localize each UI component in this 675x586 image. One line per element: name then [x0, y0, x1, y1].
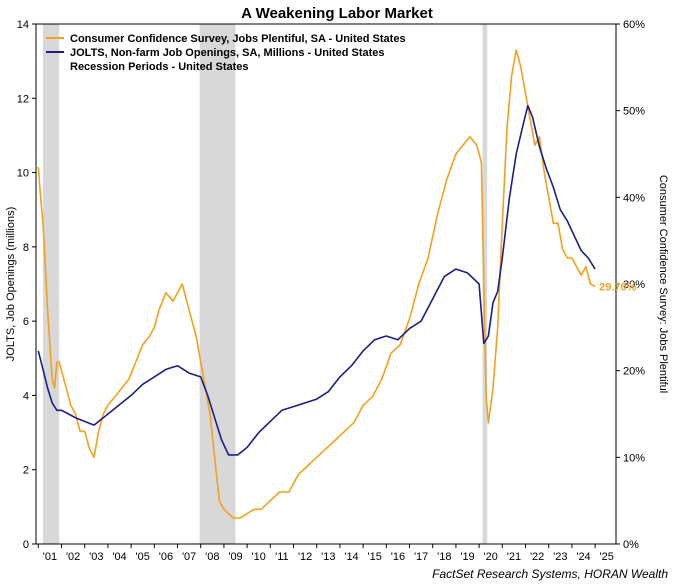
left-tick-label-1: 2 — [23, 465, 29, 477]
series-lines — [37, 49, 596, 519]
series-line-1 — [37, 104, 596, 456]
x-tick-label-20: '21 — [507, 551, 521, 563]
x-axis-ticks: '01 '02 '03 '04 '05 '06 '07 '08 '09 '10 '11 '12 '13 '… — [37, 544, 614, 563]
x-tick-label-0: '01 — [43, 551, 57, 563]
x-tick-label-2: '03 — [89, 551, 103, 563]
x-tick-label-22: '23 — [553, 551, 567, 563]
left-tick-label-6: 12 — [17, 93, 29, 105]
x-tick-label-17: '18 — [437, 551, 451, 563]
series-line-0 — [37, 49, 596, 519]
x-tick-label-21: '22 — [530, 551, 544, 563]
x-tick-label-4: '05 — [136, 551, 150, 563]
x-tick-label-13: '14 — [344, 551, 358, 563]
right-tick-label-3: 30% — [623, 279, 645, 291]
legend-swatch-recession — [51, 61, 59, 71]
x-tick-label-16: '17 — [414, 551, 428, 563]
legend-label-recession: Recession Periods - United States — [70, 61, 249, 73]
x-tick-label-18: '19 — [460, 551, 474, 563]
right-tick-label-1: 10% — [623, 452, 645, 464]
legend-label-jolts: JOLTS, Non-farm Job Openings, SA, Millio… — [70, 47, 385, 59]
latest-value-label: 29.70% — [599, 282, 637, 294]
x-tick-label-12: '13 — [321, 551, 335, 563]
left-tick-label-3: 6 — [23, 316, 29, 328]
right-axis-label: Consumer Confidence Survey: Jobs Plentif… — [657, 175, 669, 393]
legend-label-confidence: Consumer Confidence Survey, Jobs Plentif… — [70, 33, 406, 45]
x-tick-label-5: '06 — [159, 551, 173, 563]
x-tick-label-23: '24 — [576, 551, 590, 563]
left-tick-label-4: 8 — [23, 242, 29, 254]
left-axis-ticks: 0 2 4 6 8 10 12 14 — [17, 19, 36, 551]
x-tick-label-24: '25 — [600, 551, 614, 563]
right-tick-label-2: 20% — [623, 366, 645, 378]
x-tick-label-19: '20 — [484, 551, 498, 563]
right-tick-label-6: 60% — [623, 19, 645, 31]
right-axis-ticks: 0% 10% 20% 30% 40% 50% 60% — [616, 19, 645, 551]
x-tick-label-8: '09 — [228, 551, 242, 563]
chart-title: A Weakening Labor Market — [241, 5, 433, 22]
recession-band-2 — [482, 24, 488, 544]
left-tick-label-7: 14 — [17, 19, 29, 31]
x-tick-label-7: '08 — [205, 551, 219, 563]
x-tick-label-3: '04 — [112, 551, 126, 563]
x-tick-label-10: '11 — [275, 551, 289, 563]
recession-band-0 — [42, 24, 60, 544]
left-tick-label-0: 0 — [23, 539, 29, 551]
plot-frame — [35, 23, 617, 545]
x-tick-label-15: '16 — [391, 551, 405, 563]
recession-bands — [42, 24, 488, 544]
right-tick-label-4: 40% — [623, 192, 645, 204]
right-tick-label-0: 0% — [623, 539, 639, 551]
source-note: FactSet Research Systems, HORAN Wealth — [432, 567, 668, 581]
left-axis-label: JOLTS, Job Openings (millions) — [5, 207, 17, 361]
x-tick-label-6: '07 — [182, 551, 196, 563]
x-tick-label-9: '10 — [252, 551, 266, 563]
legend: Consumer Confidence Survey, Jobs Plentif… — [46, 33, 406, 73]
left-tick-label-2: 4 — [23, 390, 29, 402]
right-tick-label-5: 50% — [623, 106, 645, 118]
x-tick-label-1: '02 — [66, 551, 80, 563]
x-tick-label-11: '12 — [298, 551, 312, 563]
recession-band-1 — [199, 24, 236, 544]
left-tick-label-5: 10 — [17, 168, 29, 180]
x-tick-label-14: '15 — [368, 551, 382, 563]
